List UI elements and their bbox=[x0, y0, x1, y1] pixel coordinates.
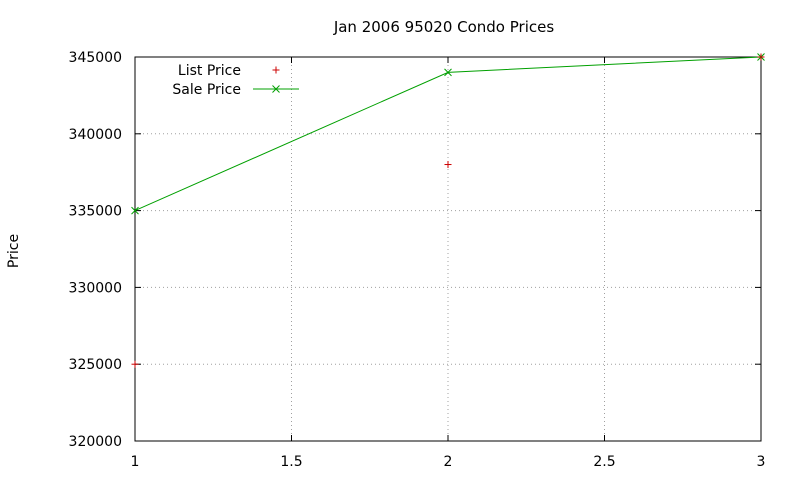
list-price-point bbox=[131, 360, 139, 368]
x-tick-label: 3 bbox=[757, 454, 766, 470]
list-price-point bbox=[444, 161, 452, 169]
list-price-point bbox=[757, 53, 765, 61]
legend: List Price Sale Price bbox=[172, 63, 299, 98]
sale-price-point bbox=[131, 206, 139, 215]
sale-price-legend-label: Sale Price bbox=[172, 82, 241, 98]
chart-title: Jan 2006 95020 Condo Prices bbox=[333, 18, 555, 36]
x-tick-label: 1.5 bbox=[280, 454, 302, 470]
list-price-legend-marker bbox=[272, 66, 280, 74]
y-tick-label: 340000 bbox=[69, 127, 122, 143]
y-tick-label: 335000 bbox=[69, 204, 122, 220]
sale-price-series bbox=[131, 53, 765, 215]
x-tick-label: 1 bbox=[131, 454, 140, 470]
list-price-legend-label: List Price bbox=[178, 63, 241, 79]
y-axis: 320000 325000 330000 335000 340000 345000 bbox=[69, 50, 761, 450]
x-tick-label: 2.5 bbox=[593, 454, 615, 470]
series bbox=[131, 53, 765, 368]
y-axis-label: Price bbox=[6, 234, 22, 268]
x-tick-label: 2 bbox=[444, 454, 453, 470]
grid bbox=[135, 57, 761, 441]
sale-price-legend-marker bbox=[272, 85, 280, 93]
y-tick-label: 330000 bbox=[69, 280, 122, 296]
x-axis: 1 1.5 2 2.5 3 bbox=[131, 57, 766, 470]
y-tick-label: 325000 bbox=[69, 357, 122, 373]
y-tick-label: 320000 bbox=[69, 434, 122, 450]
list-price-series bbox=[131, 53, 765, 368]
y-tick-label: 345000 bbox=[69, 50, 122, 66]
sale-price-point bbox=[444, 68, 452, 77]
